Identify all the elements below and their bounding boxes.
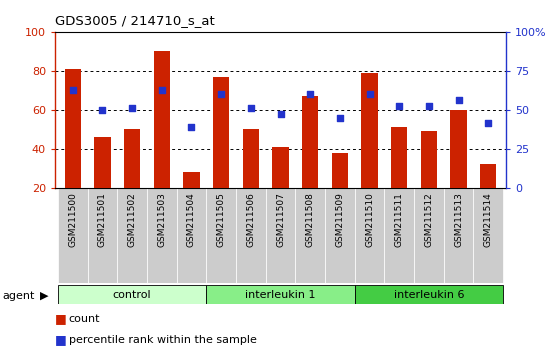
Bar xyxy=(295,188,325,283)
Point xyxy=(157,87,166,93)
Text: GSM211505: GSM211505 xyxy=(217,193,226,247)
Text: count: count xyxy=(69,314,100,324)
Bar xyxy=(480,164,496,188)
Text: ■: ■ xyxy=(55,312,67,325)
Point xyxy=(484,120,493,126)
Bar xyxy=(117,188,147,283)
Text: GSM211512: GSM211512 xyxy=(425,193,433,247)
Text: percentile rank within the sample: percentile rank within the sample xyxy=(69,335,257,345)
Bar xyxy=(177,188,206,283)
Bar xyxy=(332,153,348,188)
Point xyxy=(68,87,77,93)
Text: ▶: ▶ xyxy=(40,291,48,301)
Bar xyxy=(236,188,266,283)
Point xyxy=(365,91,374,97)
Bar xyxy=(206,188,236,283)
Point xyxy=(187,125,196,130)
Text: GSM211510: GSM211510 xyxy=(365,193,374,247)
Text: GSM211509: GSM211509 xyxy=(336,193,344,247)
Text: GSM211511: GSM211511 xyxy=(395,193,404,247)
Point xyxy=(128,105,136,110)
Bar xyxy=(391,127,408,188)
Text: GSM211506: GSM211506 xyxy=(246,193,255,247)
Text: GSM211507: GSM211507 xyxy=(276,193,285,247)
Bar xyxy=(421,131,437,188)
Bar xyxy=(444,188,474,283)
Bar xyxy=(384,188,414,283)
Bar xyxy=(474,188,503,283)
Bar xyxy=(206,285,355,304)
Point xyxy=(276,111,285,116)
Bar xyxy=(147,188,177,283)
Bar xyxy=(361,73,378,188)
Bar xyxy=(414,188,444,283)
Bar xyxy=(58,285,206,304)
Bar xyxy=(65,69,81,188)
Text: GSM211501: GSM211501 xyxy=(98,193,107,247)
Bar xyxy=(183,172,200,188)
Text: GSM211508: GSM211508 xyxy=(306,193,315,247)
Bar xyxy=(213,77,229,188)
Text: ■: ■ xyxy=(55,333,67,346)
Bar xyxy=(153,51,170,188)
Bar xyxy=(272,147,289,188)
Point xyxy=(217,91,226,97)
Point xyxy=(336,115,344,120)
Text: GSM211500: GSM211500 xyxy=(68,193,78,247)
Text: GSM211503: GSM211503 xyxy=(157,193,166,247)
Point xyxy=(98,107,107,113)
Bar xyxy=(355,285,503,304)
Bar xyxy=(124,129,140,188)
Bar xyxy=(355,188,384,283)
Text: GSM211502: GSM211502 xyxy=(128,193,136,247)
Bar xyxy=(302,96,318,188)
Text: GDS3005 / 214710_s_at: GDS3005 / 214710_s_at xyxy=(55,14,215,27)
Bar xyxy=(266,188,295,283)
Point xyxy=(306,91,315,97)
Bar xyxy=(58,188,87,283)
Point xyxy=(395,103,404,109)
Bar xyxy=(87,188,117,283)
Text: interleukin 1: interleukin 1 xyxy=(245,290,316,300)
Bar xyxy=(94,137,111,188)
Text: interleukin 6: interleukin 6 xyxy=(394,290,464,300)
Bar xyxy=(325,188,355,283)
Text: GSM211513: GSM211513 xyxy=(454,193,463,247)
Point xyxy=(454,97,463,103)
Text: GSM211514: GSM211514 xyxy=(483,193,493,247)
Text: agent: agent xyxy=(3,291,35,301)
Point xyxy=(246,105,255,110)
Bar xyxy=(450,110,467,188)
Text: GSM211504: GSM211504 xyxy=(187,193,196,247)
Text: control: control xyxy=(113,290,151,300)
Bar xyxy=(243,129,259,188)
Point xyxy=(425,103,433,109)
